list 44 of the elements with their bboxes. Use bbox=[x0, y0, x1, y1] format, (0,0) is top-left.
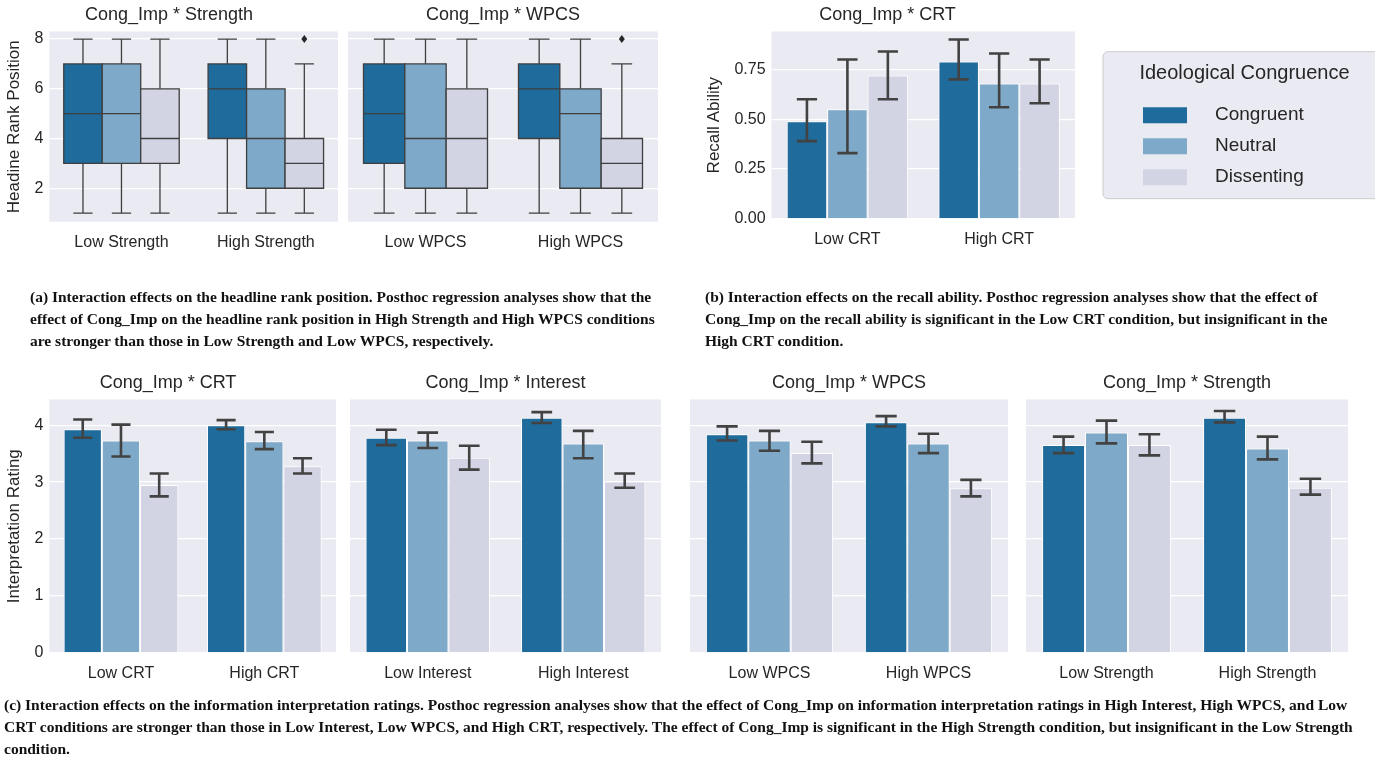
y-tick-label: 4 bbox=[34, 415, 44, 433]
y-tick-label: 0.25 bbox=[734, 159, 766, 177]
x-tick-label: Low Interest bbox=[384, 663, 472, 681]
x-tick-label: High CRT bbox=[964, 229, 1035, 247]
y-tick-label: 0.50 bbox=[734, 109, 766, 127]
chart-title: Cong_Imp * Strength bbox=[84, 3, 254, 25]
y-axis-title: Headine Rank Position bbox=[3, 40, 23, 214]
x-tick-label: Low WPCS bbox=[728, 663, 811, 681]
y-tick-label: 1 bbox=[34, 586, 44, 604]
chart-title: Cong_Imp * CRT bbox=[99, 371, 237, 393]
y-tick-label: 0 bbox=[34, 643, 44, 661]
x-tick-label: Low Strength bbox=[1059, 663, 1154, 681]
chart-title: Cong_Imp * Strength bbox=[1102, 371, 1272, 393]
x-tick-label: Low CRT bbox=[87, 663, 155, 681]
chart-title: Cong_Imp * WPCS bbox=[771, 371, 927, 393]
legend-label: Dissenting bbox=[1215, 165, 1304, 187]
x-tick-label: High Interest bbox=[537, 663, 630, 681]
legend-title: Ideological Congruence bbox=[1139, 61, 1350, 84]
x-tick-label: High WPCS bbox=[885, 663, 972, 681]
y-axis-title: Interpretation Rating bbox=[3, 449, 23, 604]
x-tick-label: High Strength bbox=[1218, 663, 1317, 681]
y-tick-label: 0.75 bbox=[734, 59, 766, 77]
x-tick-label: High CRT bbox=[229, 663, 300, 681]
y-tick-label: 2 bbox=[34, 529, 44, 547]
chart-title: Cong_Imp * Interest bbox=[425, 371, 586, 393]
text: (b) Interaction effects on the recall ability. Posthoc regression analyses show that the effect of Cong_Imp on the recall ability is significant in the Low CRT condition, but insignificant in the High CRT condition. bbox=[705, 287, 1329, 351]
y-tick-label: 8 bbox=[34, 29, 44, 47]
chart-title: Cong_Imp * WPCS bbox=[425, 3, 581, 25]
y-tick-label: 3 bbox=[34, 472, 44, 490]
y-axis-title: Recall Ability bbox=[703, 76, 723, 174]
chart-title: Cong_Imp * CRT bbox=[819, 3, 956, 25]
y-tick-label: 0.00 bbox=[734, 209, 766, 227]
text: (c) Interaction effects on the information interpretation ratings. Posthoc regression analyses show that the effect of Cong_Imp on information interpretation ratings in High Interest, High WPCS, and Low CRT conditions are stronger than those in Low Interest, Low WPCS, and High CRT, respectively. The effect of Cong_Imp is significant in the High Strength condition, but insignificant in the Low Strength condition. bbox=[4, 695, 1354, 759]
y-tick-label: 4 bbox=[34, 128, 44, 146]
x-tick-label: Low CRT bbox=[814, 229, 881, 247]
x-tick-label: Low WPCS bbox=[384, 232, 467, 250]
text: (a) Interaction effects on the headline rank position. Posthoc regression analyses show that the effect of Cong_Imp on the headline rank position in High Strength and High WPCS conditions are stronger than those in Low Strength and Low WPCS, respectively. bbox=[30, 287, 656, 351]
legend-label: Congruent bbox=[1215, 103, 1305, 125]
y-tick-label: 6 bbox=[34, 79, 44, 97]
y-tick-label: 2 bbox=[34, 178, 44, 196]
legend-label: Neutral bbox=[1215, 134, 1277, 156]
x-tick-label: High WPCS bbox=[537, 232, 624, 250]
x-tick-label: Low Strength bbox=[74, 232, 169, 250]
x-tick-label: High Strength bbox=[216, 232, 315, 250]
